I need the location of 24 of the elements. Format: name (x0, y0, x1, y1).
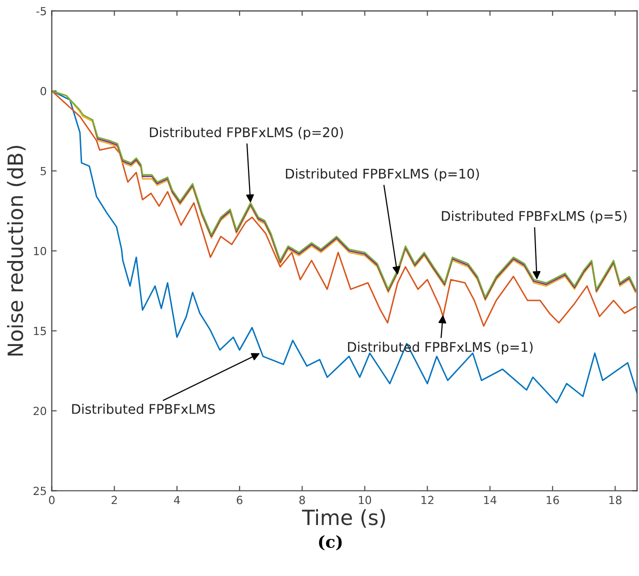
y-tick-label: -5 (36, 7, 46, 16)
y-tick-label: 15 (34, 326, 46, 336)
x-tick-label: 10 (358, 496, 372, 504)
x-tick-label: 8 (299, 496, 305, 504)
y-tick-label: 10 (34, 246, 46, 256)
x-tick-label: 14 (484, 496, 496, 504)
x-axis-title: Time (s) (302, 509, 385, 528)
x-tick-label: 12 (422, 496, 434, 504)
y-axis-title: Noise reduction (dB) (7, 146, 26, 356)
annotation: Distributed FPBFxLMS (72, 404, 215, 414)
annotation: Distributed FPBFxLMS (p=5) (442, 210, 626, 224)
x-tick-label: 18 (609, 496, 622, 504)
y-tick-label: 5 (40, 167, 46, 176)
x-tick-label: 16 (546, 496, 559, 504)
x-tick-label: 2 (112, 496, 117, 504)
annotation: Distributed FPBFxLMS (p=20) (150, 127, 343, 140)
annotation: Distributed FPBFxLMS (p=10) (286, 168, 479, 182)
y-tick-label: 20 (34, 406, 46, 416)
x-tick-label: 4 (174, 496, 180, 504)
y-tick-label: 0 (40, 86, 46, 96)
y-tick-label: 25 (34, 486, 46, 496)
x-tick-label: 0 (48, 496, 55, 504)
text: (c) (318, 535, 342, 550)
x-tick-label: 6 (236, 496, 242, 504)
